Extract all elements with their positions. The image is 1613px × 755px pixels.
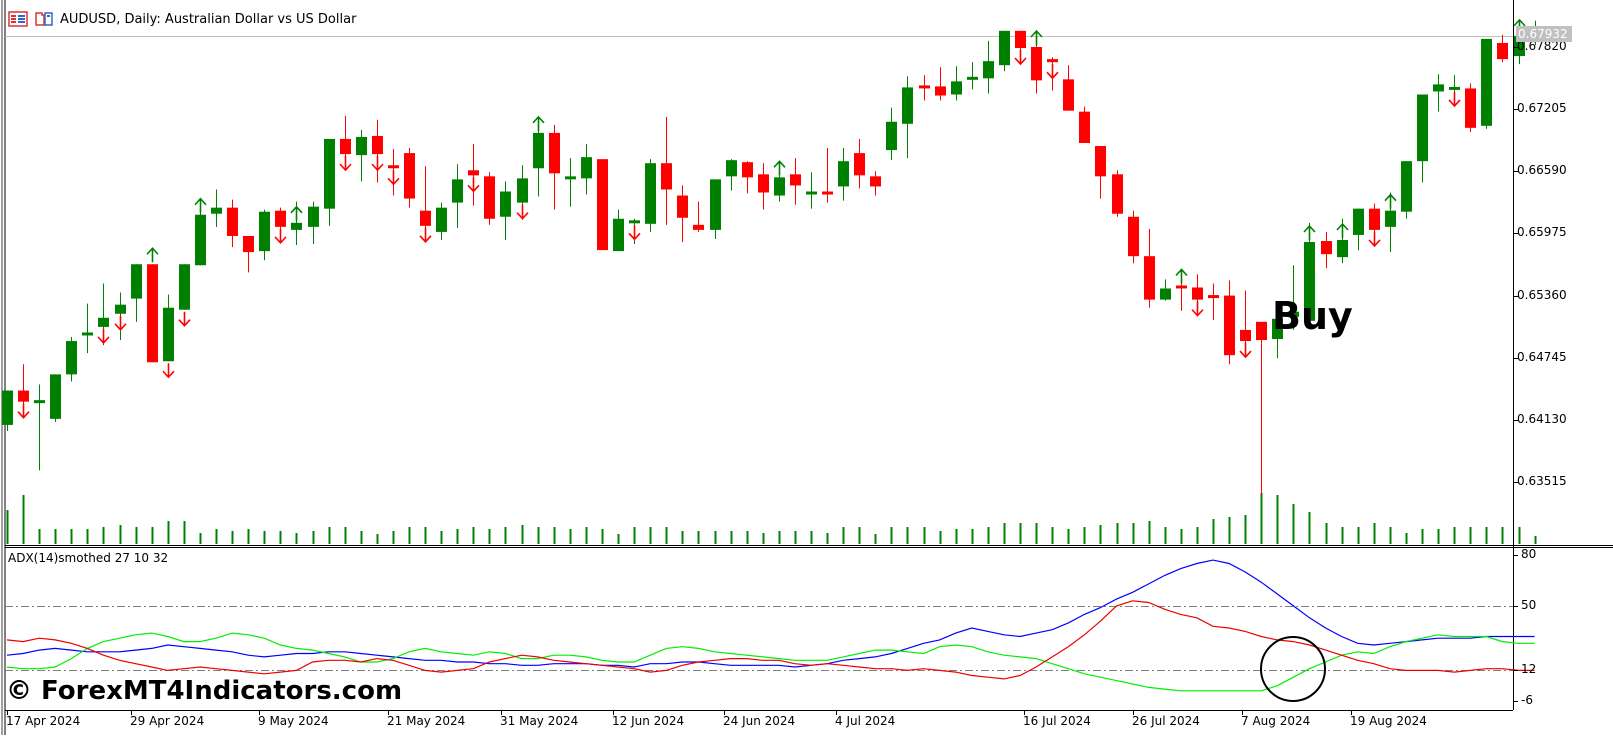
axes — [7, 47, 1518, 715]
symbol-window-icon[interactable] — [34, 11, 54, 27]
signal-arrows — [17, 18, 1526, 419]
indicator-tick-label: 80 — [1521, 547, 1537, 561]
time-tick-label: 19 Aug 2024 — [1350, 714, 1427, 728]
time-tick-label: 4 Jul 2024 — [835, 714, 896, 728]
candlesticks — [2, 20, 1541, 495]
chart-list-icon[interactable] — [8, 11, 28, 27]
indicator-levels — [5, 606, 1513, 671]
chart-frame — [1, 0, 1613, 735]
indicator-tick-label: -6 — [1521, 693, 1533, 707]
time-tick-label: 29 Apr 2024 — [130, 714, 205, 728]
chart-title-bar: AUDUSD, Daily: Australian Dollar vs US D… — [8, 8, 356, 30]
time-tick-label: 31 May 2024 — [500, 714, 579, 728]
price-tick-label: 0.64745 — [1517, 349, 1567, 364]
indicator-label: ADX(14)smothed 27 10 32 — [8, 551, 169, 565]
price-tick-label: 0.65360 — [1517, 287, 1567, 302]
price-tick-label: 0.63515 — [1517, 474, 1567, 488]
indicator-tick-label: 50 — [1521, 597, 1537, 612]
price-tick-label: 0.67205 — [1517, 101, 1567, 116]
time-tick-label: 21 May 2024 — [387, 714, 466, 728]
time-tick-label: 17 Apr 2024 — [6, 714, 81, 728]
time-tick-label: 26 Jul 2024 — [1132, 714, 1200, 728]
price-tick-label: 0.66590 — [1517, 163, 1567, 178]
time-tick-label: 12 Jun 2024 — [612, 714, 685, 728]
price-tick-label: 0.64130 — [1517, 411, 1567, 426]
indicator-tick-label: 12 — [1521, 662, 1537, 677]
chart-title: AUDUSD, Daily: Australian Dollar vs US D… — [60, 11, 357, 27]
price-tick-label: 0.67820 — [1517, 39, 1567, 53]
time-tick-label: 16 Jul 2024 — [1023, 714, 1091, 728]
crossover-circle — [1260, 636, 1326, 702]
time-tick-label: 9 May 2024 — [258, 714, 329, 728]
volume-bars — [6, 493, 1537, 544]
buy-annotation: Buy — [1272, 294, 1353, 338]
time-tick-label: 24 Jun 2024 — [723, 714, 796, 728]
adx-lines — [6, 559, 1535, 692]
time-tick-label: 7 Aug 2024 — [1241, 714, 1311, 728]
current-price-tag: 0.67932 — [1516, 26, 1572, 42]
price-tick-label: 0.65975 — [1517, 225, 1567, 240]
watermark: © ForexMT4Indicators.com — [6, 676, 403, 706]
